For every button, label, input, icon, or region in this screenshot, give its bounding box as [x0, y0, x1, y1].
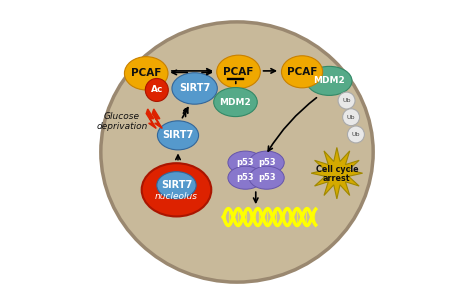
Text: Cell cycle: Cell cycle: [316, 165, 358, 174]
Circle shape: [338, 92, 355, 109]
Ellipse shape: [228, 166, 263, 189]
Text: Ac: Ac: [151, 85, 163, 95]
Ellipse shape: [157, 172, 196, 199]
Text: Ub: Ub: [347, 115, 356, 120]
Ellipse shape: [146, 78, 168, 102]
Text: PCAF: PCAF: [131, 68, 162, 78]
Polygon shape: [146, 109, 156, 128]
Circle shape: [347, 126, 365, 143]
Text: nucleolus: nucleolus: [155, 192, 198, 201]
Text: arrest: arrest: [323, 174, 351, 183]
Text: Ub: Ub: [342, 98, 351, 103]
Text: p53: p53: [258, 173, 275, 182]
Text: SIRT7: SIRT7: [163, 130, 193, 140]
Ellipse shape: [217, 55, 260, 88]
Ellipse shape: [142, 163, 211, 216]
Text: p53: p53: [237, 173, 254, 182]
Ellipse shape: [249, 151, 284, 174]
Text: p53: p53: [258, 158, 275, 167]
Ellipse shape: [172, 73, 218, 104]
Ellipse shape: [101, 22, 373, 282]
Ellipse shape: [249, 166, 284, 189]
Text: PCAF: PCAF: [223, 67, 254, 77]
Text: SIRT7: SIRT7: [179, 84, 210, 93]
Polygon shape: [152, 109, 162, 128]
Text: PCAF: PCAF: [287, 67, 317, 77]
Text: MDM2: MDM2: [219, 98, 251, 107]
Ellipse shape: [157, 121, 199, 150]
Polygon shape: [311, 147, 363, 199]
Text: SIRT7: SIRT7: [161, 180, 192, 190]
Text: p53: p53: [237, 158, 254, 167]
Text: Glucose
deprivation: Glucose deprivation: [96, 112, 148, 131]
Text: Ub: Ub: [352, 132, 360, 137]
Ellipse shape: [228, 151, 263, 174]
Ellipse shape: [125, 57, 168, 90]
Circle shape: [343, 109, 360, 126]
Ellipse shape: [307, 66, 352, 95]
Text: MDM2: MDM2: [313, 76, 345, 85]
Ellipse shape: [282, 56, 323, 88]
Ellipse shape: [214, 88, 257, 117]
